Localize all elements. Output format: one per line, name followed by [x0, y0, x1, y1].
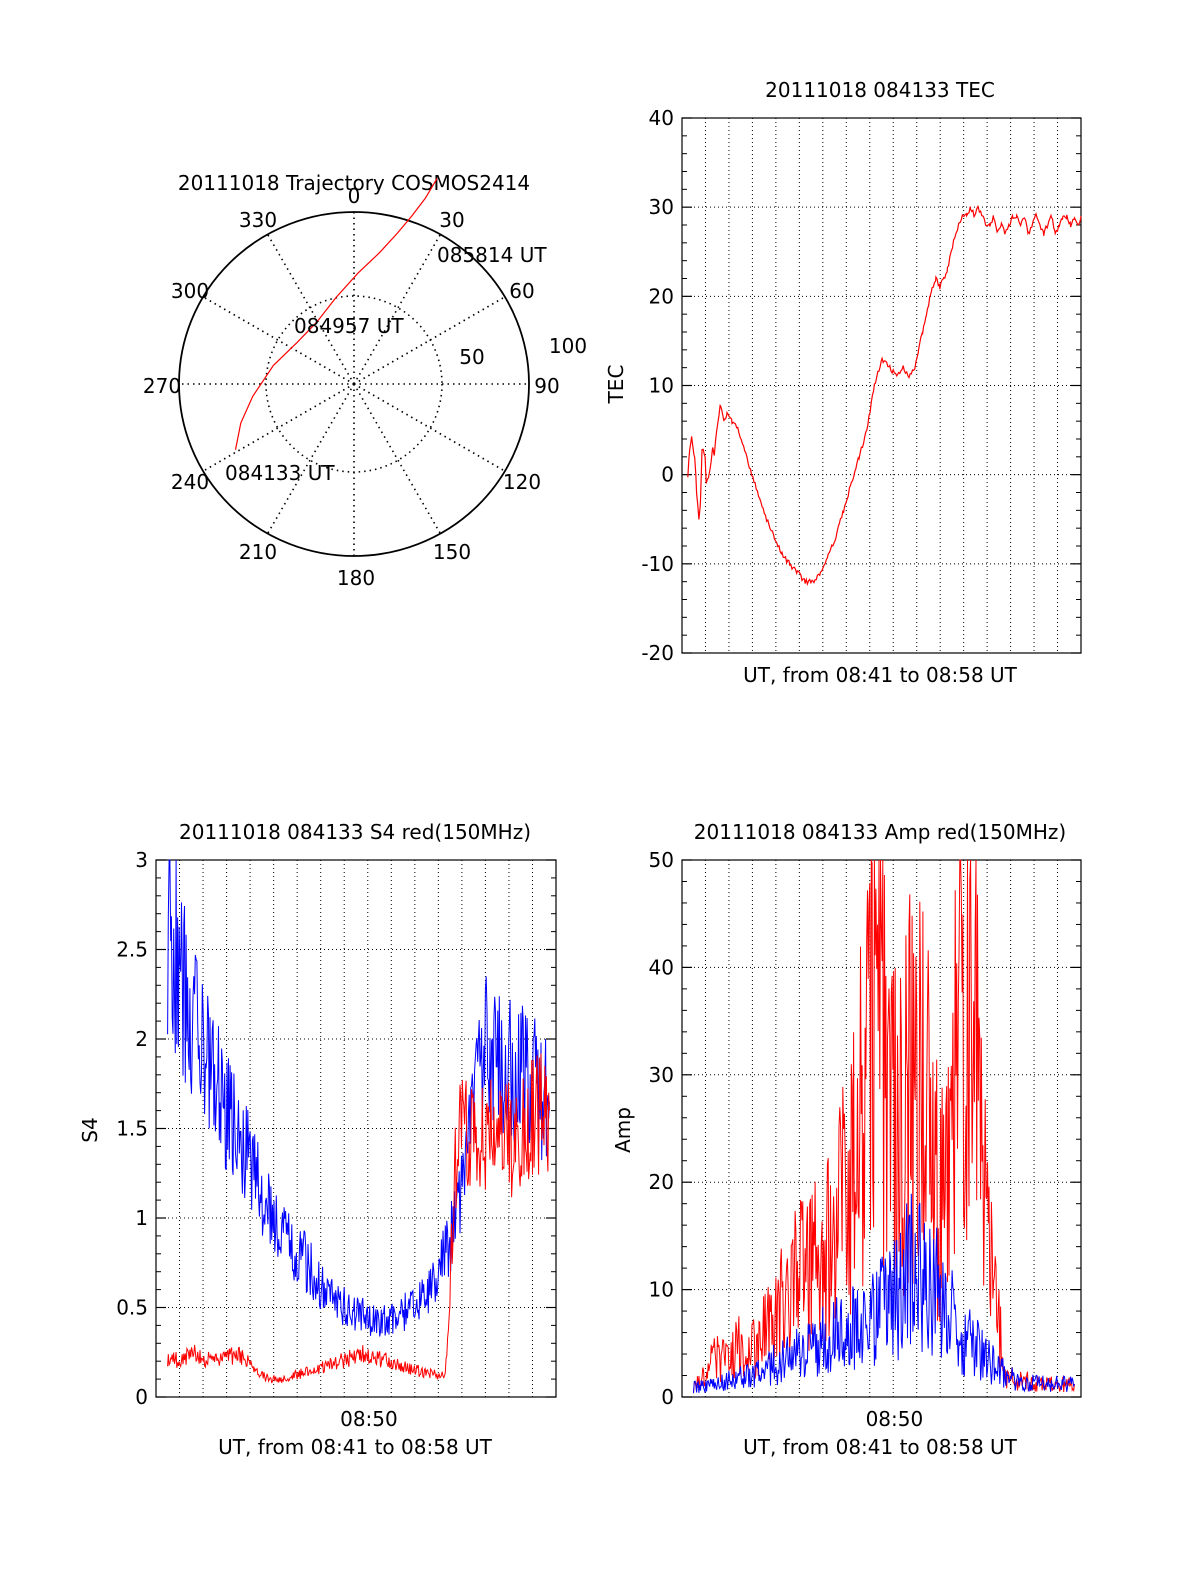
- polar-angle-label-90: 90: [534, 374, 559, 398]
- s4-ytick-label: 1: [135, 1206, 148, 1230]
- amp-title: 20111018 084133 Amp red(150MHz): [694, 820, 1066, 844]
- s4-ylabel: S4: [78, 1117, 102, 1142]
- tec-ytick-label: -10: [641, 552, 674, 576]
- polar-grid-spoke: [353, 234, 441, 385]
- amp-xtick-label: 08:50: [866, 1407, 924, 1431]
- polar-trajectory-panel: 20111018 Trajectory COSMOS2414 0 30 60 9…: [143, 171, 587, 590]
- s4-panel: 20111018 084133 S4 red(150MHz) 0 0.5 1 1.5 2…: [78, 820, 557, 1459]
- polar-grid-spoke: [267, 383, 355, 534]
- amp-ytick-label: 50: [649, 848, 674, 872]
- polar-angle-label-60: 60: [509, 279, 534, 303]
- s4-xlabel: UT, from 08:41 to 08:58 UT: [218, 1435, 493, 1459]
- s4-title: 20111018 084133 S4 red(150MHz): [179, 820, 531, 844]
- amp-grid: [681, 859, 1082, 1398]
- polar-angle-label-0: 0: [348, 184, 361, 208]
- tec-series-layer: [687, 205, 1082, 587]
- tec-y-ticks: -20 -10 0 10 20 30 40: [641, 106, 674, 665]
- s4-ytick-label: 0.5: [116, 1296, 148, 1320]
- polar-radius-label-50: 50: [459, 345, 484, 369]
- tec-ylabel: TEC: [604, 365, 628, 405]
- tec-ytick-label: 0: [661, 463, 674, 487]
- amp-ytick-label: 20: [649, 1170, 674, 1194]
- amp-frame: [681, 859, 1082, 1398]
- amp-y-ticks: 0 10 20 30 40 50: [649, 848, 674, 1409]
- tec-grid: [681, 117, 1082, 654]
- polar-grid-spoke: [204, 297, 355, 385]
- polar-grid-spoke: [353, 297, 504, 385]
- polar-angle-label-210: 210: [239, 540, 277, 564]
- s4-ytick-label: 0: [135, 1385, 148, 1409]
- polar-annotations: 085814 UT 084957 UT 084133 UT: [225, 243, 547, 485]
- polar-angle-label-180: 180: [337, 566, 375, 590]
- polar-angle-label-270: 270: [143, 374, 181, 398]
- s4-x-ticks: 08:50: [340, 1407, 398, 1431]
- amp-ytick-label: 30: [649, 1063, 674, 1087]
- tec-ytick-label: 40: [649, 106, 674, 130]
- tec-title: 20111018 084133 TEC: [765, 78, 995, 102]
- s4-xtick-label: 08:50: [340, 1407, 398, 1431]
- polar-annotation-end: 085814 UT: [437, 243, 547, 267]
- tec-frame: [681, 117, 1082, 654]
- amp-panel: 20111018 084133 Amp red(150MHz) 0 10 20 30 4…: [611, 820, 1082, 1459]
- tec-series-line: [687, 205, 1082, 587]
- polar-grid-spoke: [353, 383, 504, 471]
- amp-x-ticks: 08:50: [866, 1407, 924, 1431]
- polar-radius-label-100: 100: [549, 334, 587, 358]
- amp-series-line: [693, 1193, 1075, 1394]
- amp-series-layer: [693, 859, 1075, 1394]
- polar-angle-label-30: 30: [439, 208, 464, 232]
- tec-ytick-label: 30: [649, 195, 674, 219]
- polar-angle-labels: 0 30 60 90 120 150 180 210 240 270 300 3…: [143, 184, 587, 590]
- s4-y-ticks: 0 0.5 1 1.5 2 2.5 3: [116, 848, 148, 1409]
- s4-series-layer: [167, 859, 550, 1384]
- polar-grid-spoke: [204, 383, 355, 471]
- tec-panel: 20111018 084133 TEC -20 -10 0 10 20 30 40 UT, …: [604, 78, 1082, 687]
- polar-angle-label-330: 330: [239, 208, 277, 232]
- polar-annotation-mid: 084957 UT: [294, 314, 404, 338]
- polar-angle-label-120: 120: [503, 470, 541, 494]
- tec-ytick-label: 10: [649, 374, 674, 398]
- s4-ytick-label: 2: [135, 1027, 148, 1051]
- tec-ytick-label: -20: [641, 641, 674, 665]
- tec-xlabel: UT, from 08:41 to 08:58 UT: [743, 663, 1018, 687]
- amp-ytick-label: 10: [649, 1278, 674, 1302]
- polar-grid-spoke: [267, 234, 355, 385]
- amp-ylabel: Amp: [611, 1107, 635, 1153]
- s4-ytick-label: 3: [135, 848, 148, 872]
- polar-angle-label-240: 240: [171, 470, 209, 494]
- polar-angle-label-150: 150: [433, 540, 471, 564]
- s4-ytick-label: 1.5: [116, 1117, 148, 1141]
- polar-series-layer: [234, 178, 438, 450]
- amp-ytick-label: 0: [661, 1385, 674, 1409]
- s4-series-line: [167, 859, 550, 1337]
- polar-grid: [178, 211, 530, 557]
- polar-grid-spoke: [353, 383, 441, 534]
- tec-ytick-label: 20: [649, 284, 674, 308]
- polar-trajectory-line: [234, 178, 438, 450]
- s4-ytick-label: 2.5: [116, 938, 148, 962]
- polar-annotation-start: 084133 UT: [225, 461, 335, 485]
- amp-ytick-label: 40: [649, 955, 674, 979]
- amp-series-line: [693, 859, 1075, 1394]
- amp-xlabel: UT, from 08:41 to 08:58 UT: [743, 1435, 1018, 1459]
- s4-series-line: [167, 1053, 550, 1384]
- polar-title: 20111018 Trajectory COSMOS2414: [178, 171, 530, 195]
- polar-angle-label-300: 300: [171, 279, 209, 303]
- polar-outer-ring: [178, 211, 530, 557]
- s4-frame: [155, 859, 557, 1398]
